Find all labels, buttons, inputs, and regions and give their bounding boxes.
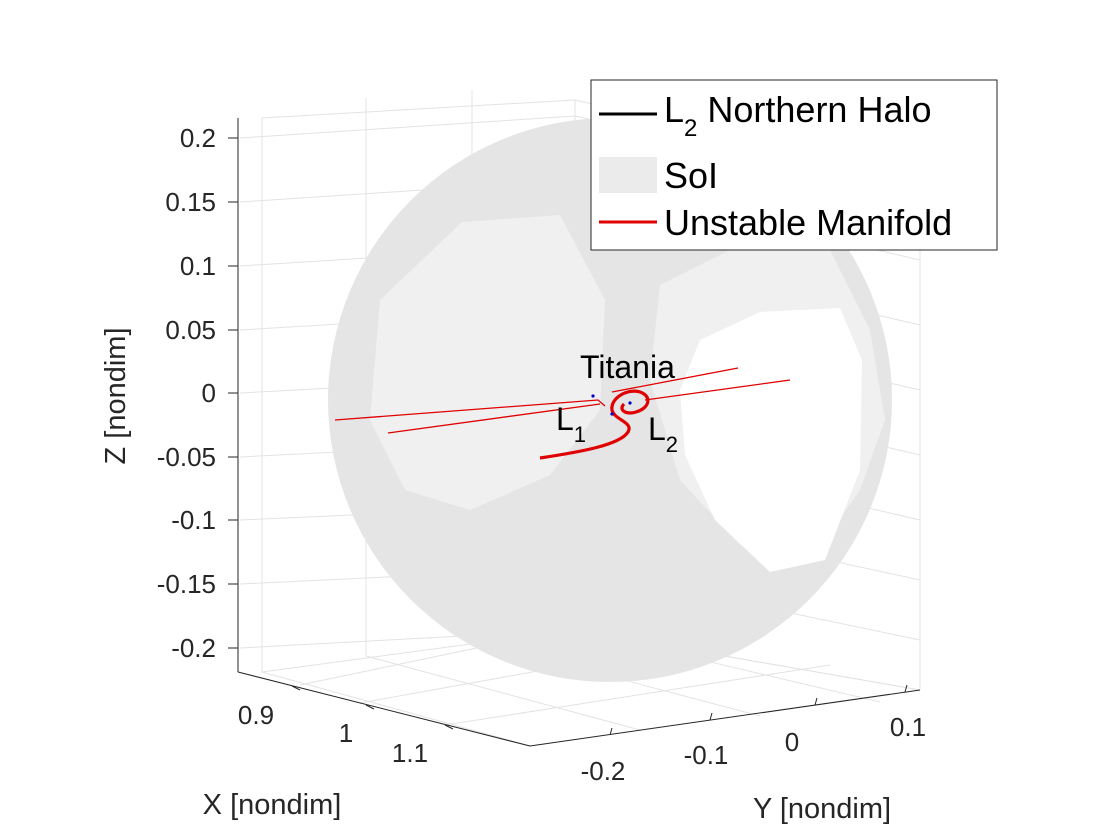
legend-swatch-soi (599, 157, 657, 193)
z-tick-marks (228, 137, 238, 649)
x-tick-marks (291, 685, 454, 730)
y-tick-marks (609, 684, 908, 736)
z-axis-label: Z [nondim] (100, 328, 132, 465)
legend: L2 Northern Halo SoI Unstable Manifold (590, 79, 998, 251)
axes (228, 118, 921, 747)
y-tick-label: 0.1 (890, 712, 926, 742)
z-tick-label: 0.1 (180, 251, 216, 281)
y-axis-label: Y [nondim] (753, 793, 891, 825)
legend-item-soi: SoI (599, 155, 718, 196)
unstable-manifold-series (334, 367, 791, 460)
z-tick-label: -0.1 (171, 505, 216, 535)
l2-label: L2 (648, 411, 678, 457)
l2-point (628, 401, 632, 405)
y-tick-label: -0.2 (581, 756, 626, 786)
annotations: Titania L1 L2 (556, 349, 678, 457)
l1-point (610, 412, 614, 416)
x-axis-label: X [nondim] (203, 789, 342, 821)
legend-item-halo: L2 Northern Halo (599, 89, 932, 142)
y-axis-line (529, 689, 921, 747)
y-tick-label: -0.1 (684, 740, 729, 770)
titania-label: Titania (580, 349, 675, 385)
z-tick-label: 0.05 (165, 315, 216, 345)
y-tick-labels: -0.2 -0.1 0 0.1 (581, 712, 926, 786)
z-tick-label: 0.2 (180, 123, 216, 153)
legend-label-manifold: Unstable Manifold (664, 202, 952, 243)
y-tick-label: 0 (785, 727, 799, 757)
z-tick-labels: 0.2 0.15 0.1 0.05 0 -0.05 -0.1 -0.15 -0.… (157, 123, 216, 663)
z-tick-label: -0.2 (171, 633, 216, 663)
soi-cap-right (680, 308, 862, 572)
z-tick-label: 0.15 (165, 187, 216, 217)
x-axis-line (237, 671, 531, 747)
z-tick-label: 0 (202, 378, 216, 408)
soi-hole-left (370, 215, 605, 510)
legend-label-soi: SoI (664, 155, 718, 196)
titania-point (591, 394, 595, 398)
manifold-trajectory (644, 379, 791, 401)
x-tick-label: 0.9 (238, 700, 274, 730)
legend-label-halo: L2 Northern Halo (664, 89, 932, 142)
l1-label: L1 (556, 401, 586, 447)
legend-box (590, 79, 998, 251)
x-tick-label: 1.1 (392, 738, 428, 768)
z-tick-label: -0.05 (157, 442, 216, 472)
libration-points (591, 394, 632, 416)
manifold-trajectory (334, 399, 606, 421)
manifold-trajectory-main (539, 389, 650, 460)
soi-sphere (328, 118, 892, 682)
x-tick-label: 1 (339, 718, 353, 748)
manifold-trajectory (387, 403, 601, 434)
manifold-trajectory (611, 367, 739, 393)
z-tick-label: -0.15 (157, 569, 216, 599)
legend-item-manifold: Unstable Manifold (599, 202, 952, 243)
x-tick-labels: 0.9 1 1.1 (238, 700, 428, 768)
